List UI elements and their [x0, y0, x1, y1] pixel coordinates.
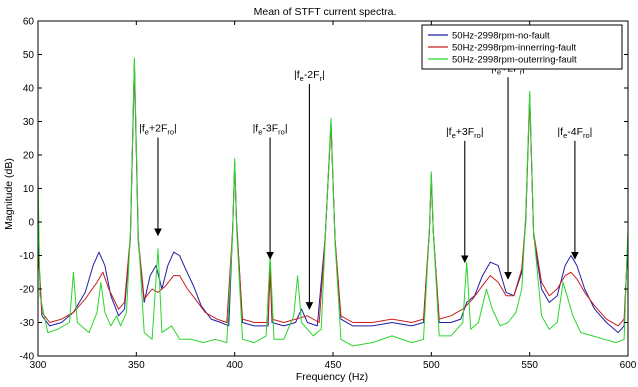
x-tick-label: 600 [620, 360, 637, 371]
y-tick-label: -30 [20, 318, 35, 329]
x-tick-label: 450 [325, 360, 342, 371]
x-tick-label: 300 [30, 360, 47, 371]
annotation-label: |fe-3Fro| [253, 123, 288, 137]
x-tick-label: 400 [226, 360, 243, 371]
x-tick-label: 500 [423, 360, 440, 371]
annotation-label: |fe+2Fro| [139, 123, 177, 137]
legend: 50Hz-2998rpm-no-fault50Hz-2998rpm-innerr… [421, 24, 623, 70]
x-tick-label: 550 [521, 360, 538, 371]
annotation-label: |fe-4Fro| [557, 126, 592, 140]
legend-box [421, 24, 623, 70]
y-tick-label: 20 [23, 151, 35, 162]
x-axis-title: Frequency (Hz) [296, 371, 368, 383]
annotation-label: |fe+3Fro| [446, 126, 484, 140]
y-tick-label: -20 [20, 285, 35, 296]
chart-title: Mean of STFT current spectra. [254, 6, 397, 18]
y-tick-label: 50 [23, 50, 35, 61]
y-tick-label: 40 [23, 84, 35, 95]
y-tick-label: -10 [20, 251, 35, 262]
y-tick-label: -40 [20, 352, 35, 363]
legend-label: 50Hz-2998rpm-no-fault [452, 31, 550, 42]
axes-layer: 300 350 400 450 500 550 600 -40 -30 -20 -10 0 10 20 30… [20, 17, 637, 372]
legend-label: 50Hz-2998rpm-innerring-fault [452, 43, 576, 54]
y-tick-label: 30 [23, 117, 35, 128]
y-tick-label: 60 [23, 17, 35, 28]
y-tick-label: 0 [28, 218, 34, 229]
y-tick-label: 10 [23, 184, 35, 195]
y-axis-title: Magnitude (dB) [3, 158, 15, 230]
annotation-label: |fe-2Fr| [294, 69, 325, 83]
series-line-3 [37, 57, 629, 347]
x-tick-label: 350 [128, 360, 145, 371]
legend-label: 50Hz-2998rpm-outerring-fault [452, 55, 577, 66]
series-layer [37, 57, 629, 347]
